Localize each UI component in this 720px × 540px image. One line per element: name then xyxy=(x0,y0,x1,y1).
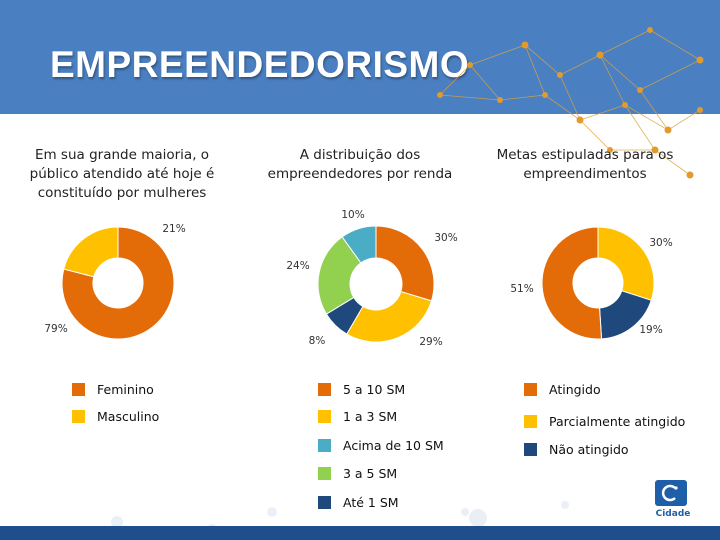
legend-swatch xyxy=(318,382,331,396)
legend-label: Masculino xyxy=(97,408,160,424)
donut-slice xyxy=(541,226,603,340)
donut-slice xyxy=(63,226,119,278)
legend-swatch xyxy=(72,382,85,396)
legend-label: 1 a 3 SM xyxy=(343,408,398,424)
legend-item: 3 a 5 SM xyxy=(318,465,397,481)
legend-label: Acima de 10 SM xyxy=(343,437,444,453)
data-label: 19% xyxy=(639,324,662,336)
legend-item: Atingido xyxy=(524,381,601,397)
legend-swatch xyxy=(524,442,537,456)
legend-item: Não atingido xyxy=(524,441,629,457)
legend-swatch xyxy=(318,466,331,480)
donut-slice xyxy=(341,225,377,264)
logo-text: Cidade xyxy=(655,509,691,519)
legend-label: Feminino xyxy=(97,381,154,397)
legend-label: Atingido xyxy=(549,381,601,397)
donut-slice xyxy=(61,226,175,340)
legend-swatch xyxy=(318,409,331,423)
data-label: 51% xyxy=(510,283,533,295)
donut-slice xyxy=(597,226,655,301)
data-label: 30% xyxy=(434,232,457,244)
cidade-logo-icon xyxy=(655,480,687,506)
data-label: 10% xyxy=(341,209,364,221)
donut-chart-gender: 79% 21% xyxy=(44,223,186,340)
legend-label: Não atingido xyxy=(549,441,629,457)
legend-swatch xyxy=(524,414,537,428)
page-title: EMPREENDEDORISMO xyxy=(50,44,470,85)
legend-swatch xyxy=(318,495,331,509)
data-label: 21% xyxy=(162,223,185,235)
donut-chart-goals: 30% 19% 51% xyxy=(510,226,673,340)
legend-swatch xyxy=(72,409,85,423)
legend-label: 3 a 5 SM xyxy=(343,465,398,481)
legend-label: Parcialmente atingido xyxy=(549,413,686,429)
chart-title-income: A distribuição dos empreendedores por re… xyxy=(267,147,453,182)
legend-item: Acima de 10 SM xyxy=(318,437,444,453)
donut-chart-income: 30% 29% 8% 24% 10% xyxy=(286,209,457,348)
data-label: 30% xyxy=(649,237,672,249)
legend-swatch xyxy=(524,382,537,396)
chart-title-gender: Em sua grande maioria, o público atendid… xyxy=(29,147,215,201)
chart-title-goals: Metas estipuladas para os empreendimento… xyxy=(496,147,674,182)
donut-slice xyxy=(346,290,433,343)
legend-swatch xyxy=(318,438,331,452)
legend-label: Até 1 SM xyxy=(343,494,399,510)
data-label: 29% xyxy=(419,336,442,348)
donut-slice xyxy=(375,225,435,302)
footer-bar xyxy=(0,526,720,540)
data-label: 79% xyxy=(44,323,67,335)
legend-item: Parcialmente atingido xyxy=(524,413,685,429)
legend-item: 5 a 10 SM xyxy=(318,381,405,397)
legend-item: Até 1 SM xyxy=(318,494,399,510)
legend-item: Masculino xyxy=(72,408,159,424)
data-label: 8% xyxy=(309,335,326,347)
legend-item: Feminino xyxy=(72,381,154,397)
legend-item: 1 a 3 SM xyxy=(318,408,397,424)
legend-label: 5 a 10 SM xyxy=(343,381,406,397)
data-label: 24% xyxy=(286,260,309,272)
